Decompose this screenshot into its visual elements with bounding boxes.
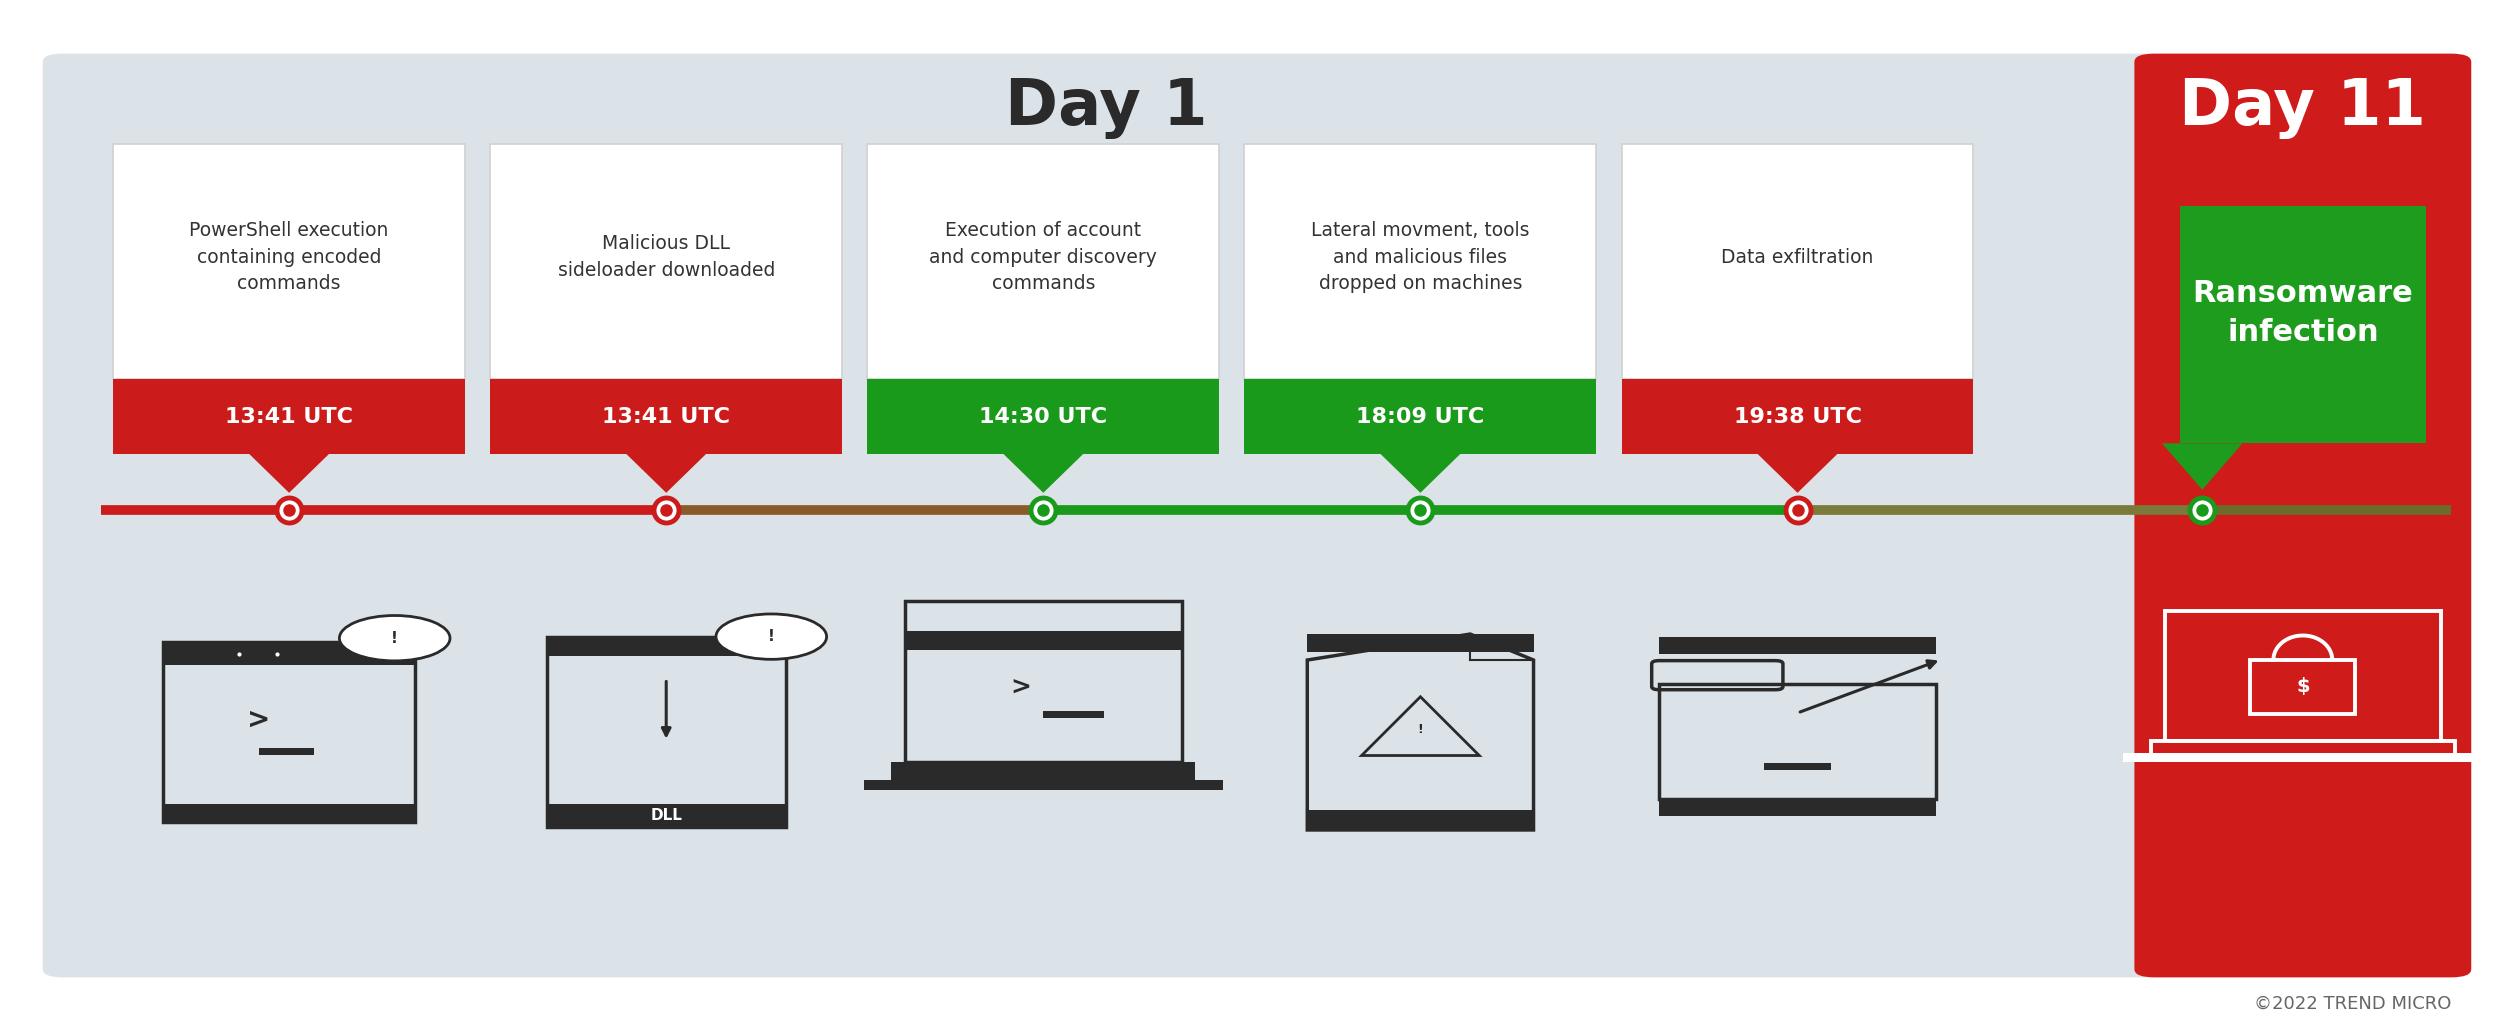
Polygon shape	[1003, 454, 1084, 493]
FancyBboxPatch shape	[867, 379, 1219, 454]
FancyBboxPatch shape	[1244, 144, 1596, 379]
Polygon shape	[626, 454, 706, 493]
FancyBboxPatch shape	[905, 631, 1182, 650]
FancyBboxPatch shape	[1622, 379, 1973, 454]
FancyBboxPatch shape	[548, 804, 784, 827]
FancyBboxPatch shape	[1765, 764, 1830, 770]
Text: Data exfiltration: Data exfiltration	[1722, 247, 1873, 267]
Text: Lateral movment, tools
and malicious files
dropped on machines: Lateral movment, tools and malicious fil…	[1312, 222, 1529, 293]
FancyBboxPatch shape	[548, 636, 784, 656]
Text: $: $	[2295, 677, 2310, 696]
Circle shape	[716, 613, 827, 660]
FancyBboxPatch shape	[1307, 634, 1534, 652]
Text: !: !	[1418, 723, 1423, 735]
FancyBboxPatch shape	[259, 749, 314, 756]
Text: 13:41 UTC: 13:41 UTC	[226, 406, 352, 427]
Polygon shape	[1380, 454, 1461, 493]
FancyBboxPatch shape	[163, 804, 415, 823]
FancyBboxPatch shape	[1043, 711, 1104, 718]
Text: PowerShell execution
containing encoded
commands: PowerShell execution containing encoded …	[189, 222, 390, 293]
FancyBboxPatch shape	[113, 379, 465, 454]
FancyBboxPatch shape	[2134, 54, 2471, 977]
FancyBboxPatch shape	[1307, 810, 1534, 830]
Text: ©2022 TREND MICRO: ©2022 TREND MICRO	[2253, 995, 2451, 1012]
FancyBboxPatch shape	[2122, 754, 2484, 762]
Text: 13:41 UTC: 13:41 UTC	[603, 406, 729, 427]
FancyBboxPatch shape	[1659, 799, 1936, 816]
Text: >: >	[246, 705, 272, 733]
Text: !: !	[767, 629, 774, 644]
Text: 18:09 UTC: 18:09 UTC	[1355, 406, 1486, 427]
FancyBboxPatch shape	[1244, 379, 1596, 454]
Polygon shape	[249, 454, 329, 493]
FancyBboxPatch shape	[890, 762, 1197, 780]
Text: !: !	[392, 631, 397, 645]
FancyBboxPatch shape	[113, 144, 465, 379]
FancyBboxPatch shape	[865, 780, 1222, 791]
FancyBboxPatch shape	[163, 641, 415, 665]
FancyBboxPatch shape	[1622, 144, 1973, 379]
FancyBboxPatch shape	[2180, 206, 2426, 443]
Text: Day 1: Day 1	[1006, 77, 1207, 139]
Text: 19:38 UTC: 19:38 UTC	[1735, 406, 1860, 427]
FancyBboxPatch shape	[867, 144, 1219, 379]
FancyBboxPatch shape	[1659, 636, 1936, 654]
Polygon shape	[1757, 454, 1838, 493]
Text: Day 11: Day 11	[2180, 77, 2426, 139]
FancyBboxPatch shape	[490, 379, 842, 454]
FancyBboxPatch shape	[490, 144, 842, 379]
Text: Ransomware
infection: Ransomware infection	[2192, 279, 2413, 346]
FancyBboxPatch shape	[43, 54, 2165, 977]
Circle shape	[339, 616, 450, 661]
Text: Malicious DLL
sideloader downloaded: Malicious DLL sideloader downloaded	[558, 234, 774, 280]
Text: >: >	[1011, 675, 1031, 700]
Text: 14:30 UTC: 14:30 UTC	[980, 406, 1106, 427]
Text: Execution of account
and computer discovery
commands: Execution of account and computer discov…	[930, 222, 1156, 293]
Polygon shape	[2162, 443, 2242, 490]
Text: DLL: DLL	[651, 808, 681, 824]
